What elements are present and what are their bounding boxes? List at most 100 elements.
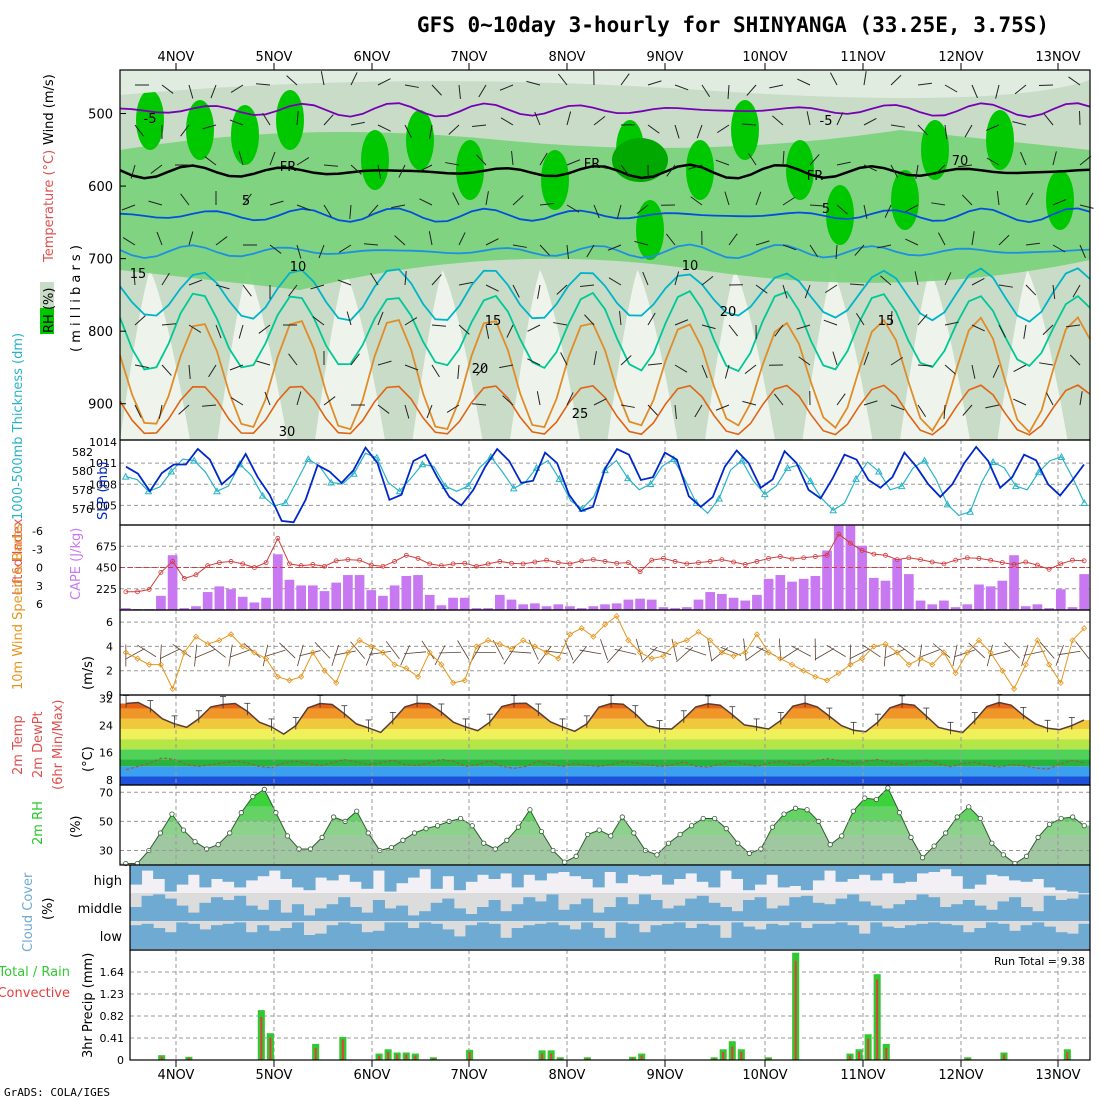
cloud-bar [800, 928, 813, 949]
li-tick-label: 0 [36, 562, 43, 575]
li-marker [567, 561, 573, 567]
wind-marker [952, 670, 959, 677]
wind-barb [404, 364, 419, 371]
wind-barb [1042, 324, 1054, 336]
temp-tick-label: 32 [99, 692, 113, 705]
wind-marker [473, 643, 480, 650]
cloud-bar [627, 923, 640, 949]
temp-band [120, 749, 1090, 760]
wind-barb [674, 319, 689, 326]
wind-barb [472, 403, 487, 406]
li-marker [988, 557, 994, 563]
wind10m-barb [671, 638, 678, 661]
wind-barb [394, 235, 406, 246]
wind-barb [1012, 121, 1027, 126]
wind-barb [890, 310, 893, 326]
cloud-bar [557, 909, 571, 921]
cape-bar [272, 554, 283, 610]
cloud-bar [141, 923, 154, 949]
cloud-bar [291, 865, 304, 888]
cloud-bar [268, 900, 281, 921]
wind-marker [391, 661, 398, 668]
wind-barb [773, 393, 784, 406]
wind10m-barb [649, 648, 672, 656]
cloud-bar [534, 901, 547, 921]
cape-bar [752, 594, 762, 610]
rh-tick-label: 70 [99, 786, 113, 799]
cloud-bar [719, 907, 732, 921]
wind-marker [695, 628, 702, 635]
cloud-bar [754, 929, 767, 949]
wind-marker [181, 649, 188, 656]
li-marker [836, 531, 842, 537]
cloud-bar [881, 926, 894, 949]
rh-marker [654, 852, 660, 858]
wind10m-barb [194, 649, 216, 659]
isotherm-5 [119, 207, 1091, 224]
cloud-bar [997, 865, 1010, 877]
cloud-bar [812, 902, 825, 921]
temp2m-panel: 32 24 16 8 2m Temp 2m DewPt (6hr Min/Max) (… [11, 692, 1091, 790]
wind-barb [452, 192, 460, 206]
precip-conv-bar [885, 1048, 888, 1060]
wind-barb [320, 71, 325, 86]
dry-column [900, 270, 970, 440]
li-marker [964, 555, 970, 561]
wind-barb [998, 284, 1013, 288]
cloud-bar [858, 901, 871, 921]
cloud-bar [442, 898, 455, 921]
rh-marker [538, 828, 545, 835]
wind-barb [445, 162, 460, 166]
bottom-date-label: 5NOV [256, 1068, 293, 1083]
wind-barb [863, 351, 870, 366]
thickness-marker [852, 474, 860, 482]
wind-barb [755, 284, 768, 294]
cloud-bar [615, 897, 628, 921]
wind-barb [527, 324, 541, 332]
temp-band [120, 739, 1090, 750]
cloud-bar [153, 894, 166, 921]
wind-barb [1045, 392, 1054, 406]
wind-barb [318, 244, 325, 259]
cloud-bar [835, 922, 848, 949]
wind-barb [634, 240, 649, 246]
wind-barb [134, 364, 149, 369]
li-marker [871, 551, 877, 557]
cape-tick-label: 450 [96, 562, 117, 575]
wind-barb [534, 111, 541, 126]
li-marker [906, 555, 912, 561]
minmax-label: (6hr Min/Max) [51, 700, 66, 790]
wind-barb [744, 364, 757, 375]
wind-barb [323, 396, 336, 406]
cape-bar [775, 575, 786, 610]
cape-bar [600, 604, 610, 610]
wind-barb [431, 274, 442, 286]
cloud-bar [1032, 922, 1045, 949]
dry-column [217, 270, 288, 440]
cape-bar [588, 606, 599, 610]
wind10m-barb [299, 650, 321, 657]
rh-marker [850, 808, 856, 814]
precip-conv-bar [731, 1046, 734, 1060]
rh-saturated-core [612, 138, 668, 182]
cloud-bar [916, 894, 929, 921]
wind-barb [364, 243, 379, 246]
wind10m-barb [579, 649, 602, 655]
li-marker [310, 562, 316, 567]
cloud-bar [696, 895, 709, 921]
cape-bar [1079, 574, 1089, 610]
li-marker [251, 565, 257, 570]
wind-barb [377, 164, 382, 179]
wind-barb [890, 356, 904, 366]
precip-conv-bar [586, 1058, 589, 1060]
wind-barb [985, 124, 1000, 131]
wind-marker [613, 613, 620, 620]
wind10m-barb [780, 647, 799, 661]
cloud-bar [743, 865, 756, 891]
lifted-index-label: Lifted Index [11, 518, 26, 595]
li-marker [1046, 566, 1052, 572]
pressure-label: ( m i l l i b a r s ) [69, 245, 84, 352]
cloud-bar [187, 923, 200, 949]
cloud-bar [500, 911, 513, 921]
